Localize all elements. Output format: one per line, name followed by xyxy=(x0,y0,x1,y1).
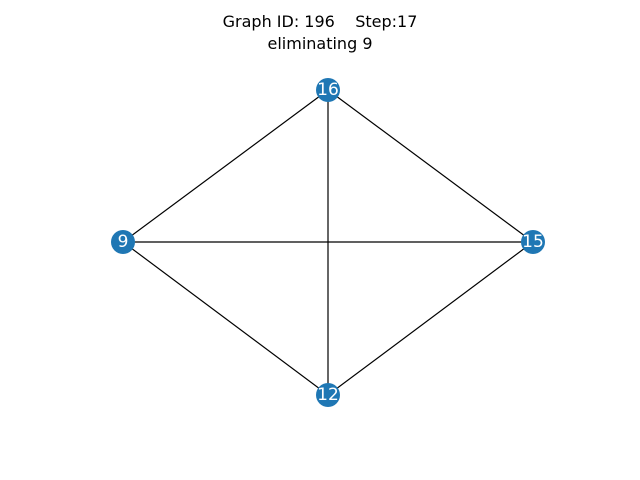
node-circle xyxy=(521,230,545,254)
nodes-layer: 16 9 15 12 xyxy=(111,78,545,407)
node-15: 15 xyxy=(521,230,545,254)
node-circle xyxy=(316,383,340,407)
node-label: 9 xyxy=(118,232,129,252)
node-12: 12 xyxy=(316,383,340,407)
node-circle xyxy=(111,230,135,254)
edge-16-15 xyxy=(327,89,534,243)
edge-16-9 xyxy=(122,89,329,243)
node-16: 16 xyxy=(316,78,340,102)
node-label: 15 xyxy=(522,232,544,252)
graph-title: Graph ID: 196 Step:17 xyxy=(222,12,418,31)
node-9: 9 xyxy=(111,230,135,254)
edge-15-12 xyxy=(327,241,534,396)
edges-layer xyxy=(122,89,534,396)
edge-9-12 xyxy=(122,241,329,396)
node-label: 16 xyxy=(317,80,339,100)
graph-subtitle: eliminating 9 xyxy=(267,34,373,53)
node-circle xyxy=(316,78,340,102)
node-label: 12 xyxy=(317,385,339,405)
